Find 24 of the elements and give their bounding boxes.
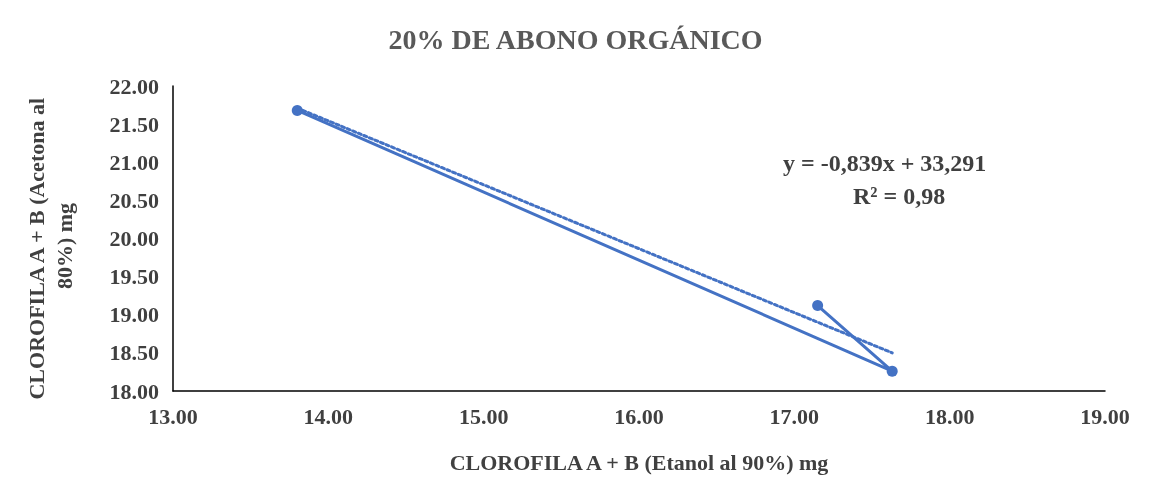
y-tick-label: 22.00: [109, 73, 159, 99]
y-tick-label: 19.50: [109, 264, 159, 290]
x-tick-label: 13.00: [148, 403, 198, 429]
x-tick-label: 14.00: [303, 403, 354, 429]
y-tick-label: 18.00: [109, 378, 159, 404]
chart-title: 20% DE ABONO ORGÁNICO: [388, 23, 763, 55]
x-axis-title: CLOROFILA A + B (Etanol al 90%) mg: [449, 449, 829, 475]
y-axis-title: CLOROFILA A + B (Acetona al 80%) mg: [23, 92, 77, 400]
y-tick-label: 20.50: [109, 187, 159, 213]
x-tick-label: 18.00: [924, 403, 975, 429]
x-tick-label: 19.00: [1080, 403, 1130, 429]
x-tick-label: 16.00: [614, 403, 664, 429]
y-tick-label: 20.00: [109, 226, 159, 251]
y-tick-label: 21.00: [109, 149, 159, 175]
annotation: y = -0,839x + 33,291: [783, 150, 987, 176]
y-tick-label: 18.50: [109, 340, 159, 366]
x-tick-label: 15.00: [458, 403, 509, 429]
annotation: R² = 0,98: [853, 183, 946, 209]
y-tick-label: 19.00: [109, 302, 159, 328]
point: [291, 104, 303, 116]
y-tick-label: 21.50: [109, 111, 159, 137]
point: [812, 300, 824, 312]
point: [886, 365, 898, 377]
x-tick-label: 17.00: [769, 403, 820, 429]
